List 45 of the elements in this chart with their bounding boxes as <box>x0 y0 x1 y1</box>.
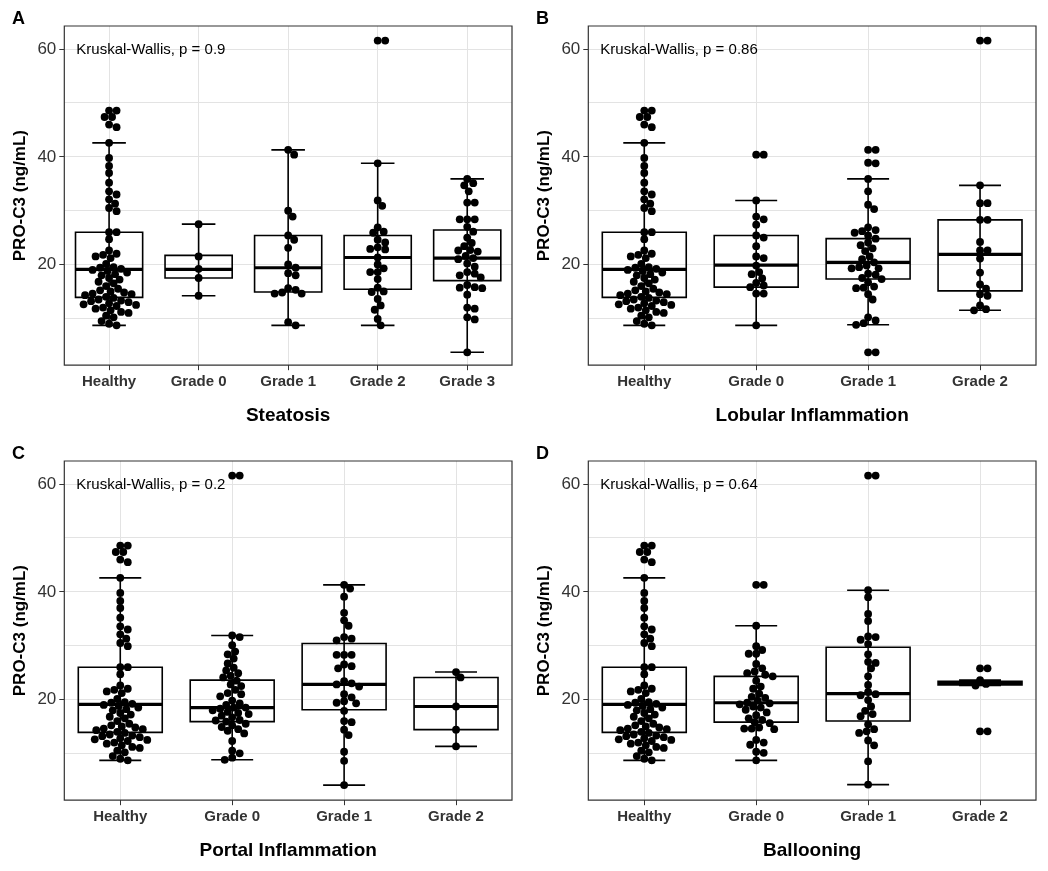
x-tick-label: Grade 0 <box>204 807 261 825</box>
y-axis-title: PRO-C3 (ng/mL) <box>9 564 29 697</box>
x-tick-label: Healthy <box>93 807 149 825</box>
x-axis-title: Ballooning <box>763 838 862 860</box>
y-axis-title: PRO-C3 (ng/mL) <box>9 129 29 262</box>
y-tick-label: 20 <box>37 689 57 709</box>
y-tick-label: 20 <box>561 689 581 709</box>
x-tick-label: Grade 0 <box>170 372 227 390</box>
x-axis-title: Lobular Inflammation <box>715 403 909 425</box>
y-tick-label: 60 <box>561 38 581 58</box>
x-tick-label: Healthy <box>617 807 673 825</box>
x-tick-label: Grade 1 <box>840 372 897 390</box>
y-tick-label: 60 <box>37 473 57 493</box>
annotation: Kruskal-Wallis, p = 0.64 <box>600 475 758 493</box>
x-axis-title: Portal Inflammation <box>199 838 377 860</box>
y-tick-label: 40 <box>37 581 57 601</box>
y-tick-label: 40 <box>37 146 57 166</box>
x-tick-label: Grade 2 <box>952 807 1008 825</box>
x-tick-label: Grade 0 <box>728 372 785 390</box>
x-tick-label: Grade 3 <box>439 372 496 390</box>
y-tick-label: 20 <box>561 254 581 274</box>
y-axis-title: PRO-C3 (ng/mL) <box>533 129 553 262</box>
y-tick-label: 40 <box>561 146 581 166</box>
chart-title: D <box>536 442 549 463</box>
x-axis-title: Steatosis <box>245 403 331 425</box>
x-tick-label: Grade 2 <box>952 372 1008 390</box>
annotation: Kruskal-Wallis, p = 0.2 <box>76 475 226 493</box>
x-tick-label: Grade 0 <box>728 807 785 825</box>
x-tick-label: Grade 1 <box>316 807 373 825</box>
x-tick-label: Grade 2 <box>428 807 484 825</box>
y-axis-title: PRO-C3 (ng/mL) <box>533 564 553 697</box>
y-tick-label: 60 <box>561 473 581 493</box>
x-tick-label: Grade 1 <box>260 372 317 390</box>
annotation: Kruskal-Wallis, p = 0.86 <box>600 40 758 58</box>
chart-title: A <box>12 7 25 28</box>
chart-title: B <box>536 7 549 28</box>
x-tick-label: Grade 2 <box>349 372 406 390</box>
y-tick-label: 40 <box>561 581 581 601</box>
annotation: Kruskal-Wallis, p = 0.9 <box>76 40 226 58</box>
y-tick-label: 20 <box>37 254 57 274</box>
y-tick-label: 60 <box>37 38 57 58</box>
chart-title: C <box>12 442 25 463</box>
x-tick-label: Grade 1 <box>840 807 897 825</box>
x-tick-label: Healthy <box>617 372 673 390</box>
x-tick-label: Healthy <box>81 372 137 390</box>
